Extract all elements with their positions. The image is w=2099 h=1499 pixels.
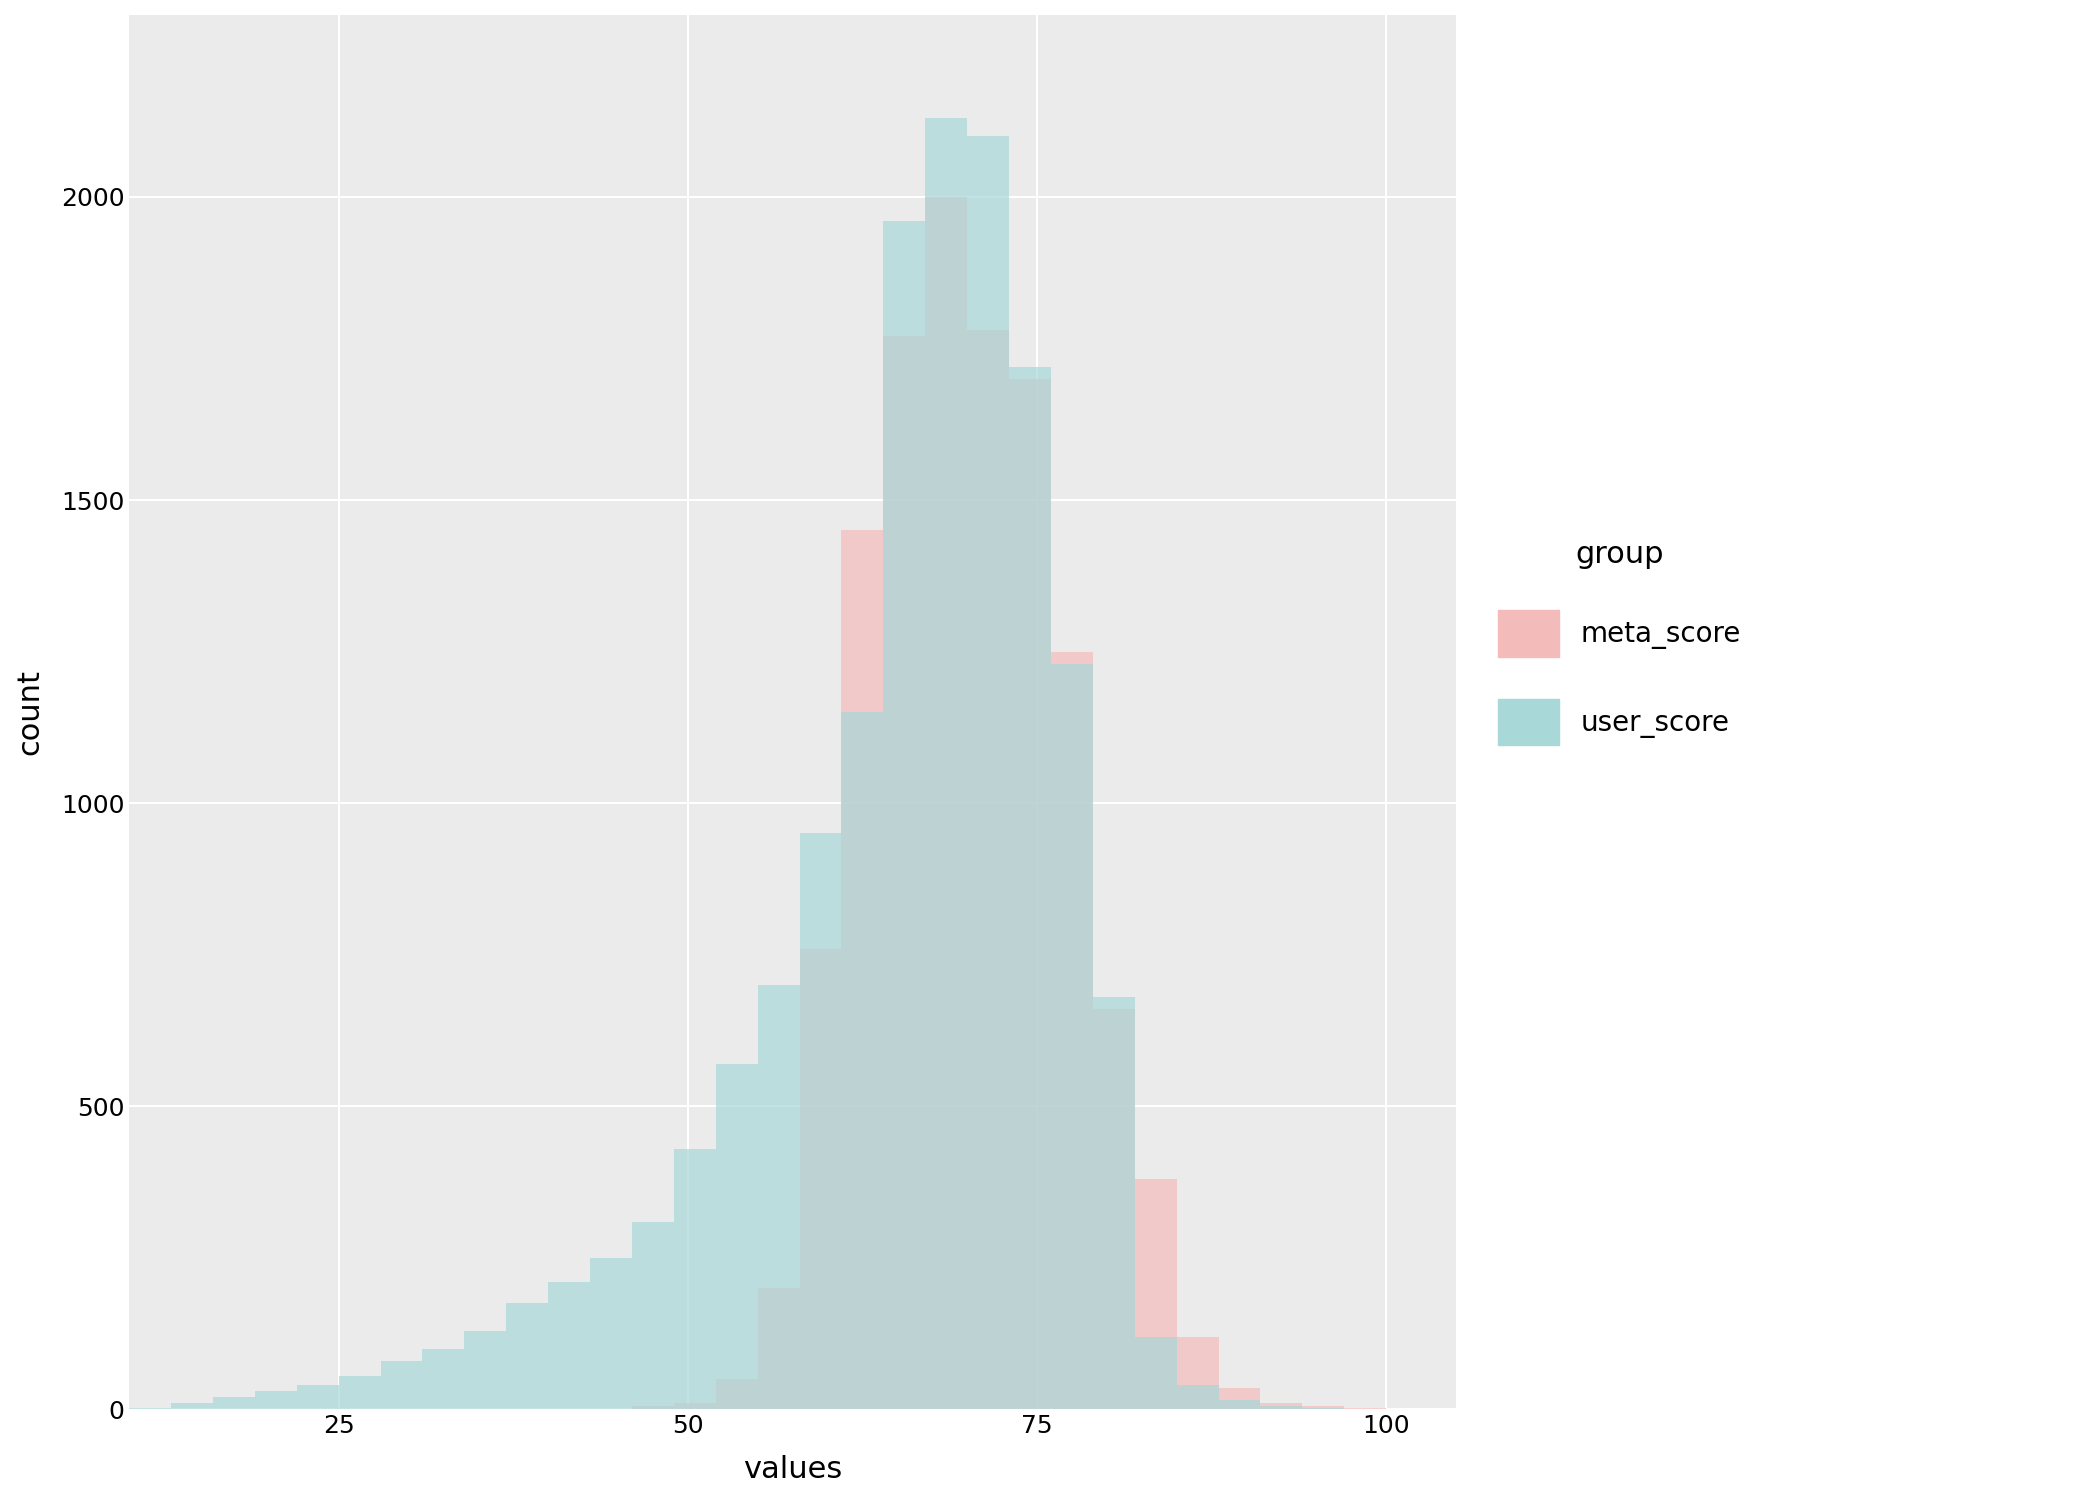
Bar	[464, 1331, 506, 1409]
Bar	[800, 833, 842, 1409]
Bar	[130, 1408, 170, 1409]
Bar	[842, 531, 884, 1409]
Bar	[422, 1349, 464, 1409]
Bar	[926, 118, 968, 1409]
Bar	[1094, 1009, 1136, 1409]
Bar	[758, 1288, 800, 1409]
Bar	[758, 985, 800, 1409]
Bar	[884, 336, 926, 1409]
Bar	[1261, 1403, 1301, 1409]
Bar	[674, 1403, 716, 1409]
Bar	[884, 222, 926, 1409]
Bar	[632, 1406, 674, 1409]
Bar	[590, 1258, 632, 1409]
Y-axis label: count: count	[15, 669, 44, 755]
Bar	[380, 1361, 422, 1409]
Legend: meta_score, user_score: meta_score, user_score	[1469, 513, 1769, 773]
Bar	[338, 1376, 380, 1409]
Bar	[1261, 1406, 1301, 1409]
Bar	[800, 949, 842, 1409]
Bar	[926, 196, 968, 1409]
Bar	[674, 1148, 716, 1409]
Bar	[716, 1379, 758, 1409]
X-axis label: values: values	[743, 1456, 842, 1484]
Bar	[632, 1222, 674, 1409]
Bar	[968, 136, 1010, 1409]
Bar	[1052, 652, 1094, 1409]
Bar	[254, 1391, 296, 1409]
Bar	[716, 1064, 758, 1409]
Bar	[842, 712, 884, 1409]
Bar	[170, 1403, 212, 1409]
Bar	[968, 330, 1010, 1409]
Bar	[1052, 664, 1094, 1409]
Bar	[1178, 1385, 1220, 1409]
Bar	[1094, 997, 1136, 1409]
Bar	[296, 1385, 338, 1409]
Bar	[212, 1397, 254, 1409]
Bar	[1301, 1406, 1343, 1409]
Bar	[1220, 1400, 1261, 1409]
Bar	[548, 1282, 590, 1409]
Bar	[1010, 367, 1052, 1409]
Bar	[1178, 1337, 1220, 1409]
Bar	[1220, 1388, 1261, 1409]
Bar	[1010, 379, 1052, 1409]
Bar	[1136, 1337, 1178, 1409]
Bar	[506, 1303, 548, 1409]
Bar	[1136, 1180, 1178, 1409]
